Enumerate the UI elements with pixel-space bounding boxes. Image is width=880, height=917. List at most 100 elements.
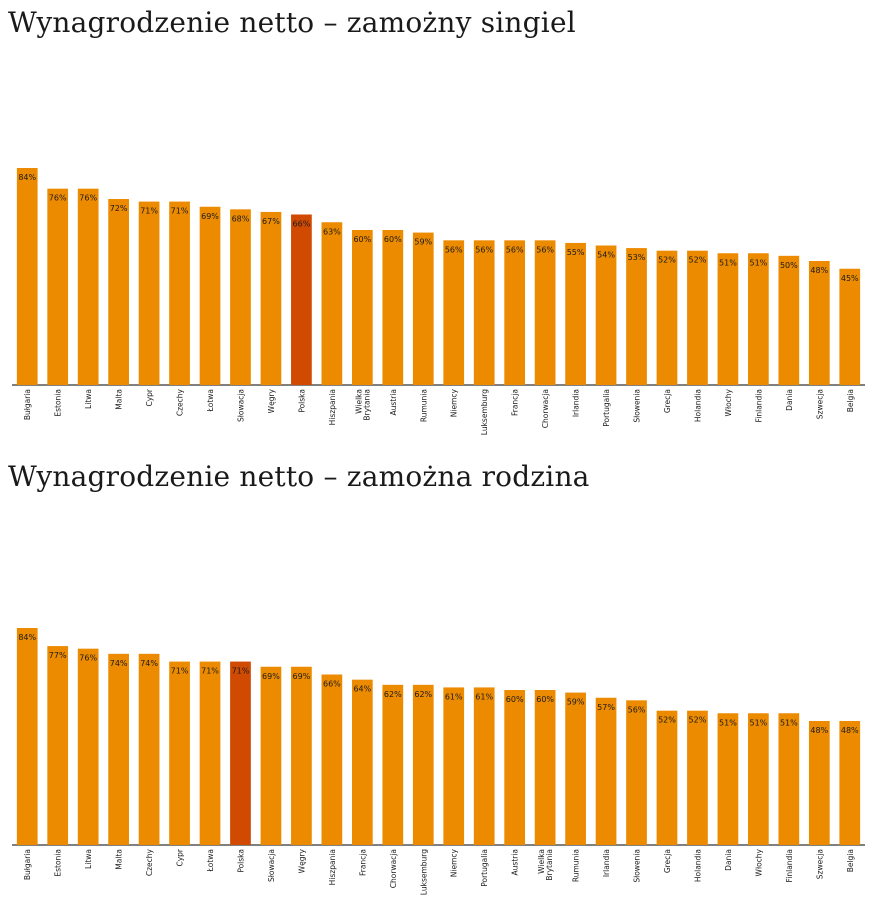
bar-chart-family: 84% Bułgaria 77% Estonia 76% Litwa 74% Malta 74%…	[12, 628, 865, 895]
value-label: 60%	[506, 695, 524, 704]
value-label: 66%	[293, 220, 311, 229]
category-label: Hiszpania	[328, 389, 337, 425]
category-label: Belgia	[846, 389, 855, 412]
category-label: Litwa	[84, 849, 93, 869]
value-label: 52%	[689, 716, 707, 725]
value-label: 56%	[475, 245, 493, 254]
bar-wegry	[260, 211, 282, 385]
value-label: 76%	[49, 194, 67, 203]
bar-slowenia	[626, 248, 647, 385]
bar-szwecja	[808, 721, 830, 845]
category-label: Dania	[724, 849, 733, 871]
value-label: 59%	[414, 238, 432, 247]
value-label: 67%	[262, 217, 280, 226]
bar-malta	[108, 199, 129, 385]
category-label: Estonia	[54, 389, 63, 417]
value-label: 48%	[810, 726, 828, 735]
category-label: WielkaBrytania	[537, 849, 554, 881]
category-label: Finlandia	[754, 389, 763, 422]
value-label: 69%	[201, 212, 219, 221]
bar-wielka-brytania	[351, 230, 373, 385]
value-label: 56%	[536, 245, 554, 254]
bar-francja	[504, 240, 526, 385]
bar-finlandia	[748, 253, 769, 385]
bar-polska	[291, 214, 312, 385]
category-label: Chorwacja	[541, 389, 550, 428]
bar-bulgaria	[16, 628, 38, 845]
category-label: Słowacja	[267, 849, 276, 882]
category-label: Belgia	[846, 849, 855, 872]
category-label: Polska	[236, 849, 245, 873]
category-label: Irlandia	[572, 389, 581, 417]
category-label: Francja	[358, 849, 367, 876]
category-label: Finlandia	[785, 849, 794, 882]
bar-hiszpania	[321, 222, 343, 385]
bar-wegry	[291, 666, 312, 845]
category-label: Szwecja	[815, 849, 824, 879]
value-label: 48%	[810, 266, 828, 275]
value-label: 62%	[384, 690, 402, 699]
category-label: Irlandia	[602, 849, 611, 877]
bar-malta	[108, 653, 129, 845]
category-label: Cypr	[176, 848, 185, 866]
category-label: Włochy	[754, 848, 763, 876]
value-label: 56%	[506, 245, 524, 254]
value-label: 69%	[293, 672, 311, 681]
value-label: 66%	[323, 680, 341, 689]
category-label: Grecja	[663, 389, 672, 413]
bar-slowacja	[260, 666, 282, 845]
bar-rumunia	[412, 232, 434, 385]
value-label: 51%	[749, 258, 767, 267]
category-label: Niemcy	[450, 848, 459, 877]
value-label: 59%	[567, 698, 585, 707]
value-label: 54%	[597, 251, 615, 260]
value-label: 61%	[445, 692, 463, 701]
value-label: 74%	[140, 659, 158, 668]
value-label: 72%	[110, 204, 128, 213]
value-label: 71%	[171, 667, 189, 676]
category-label: Holandia	[693, 849, 702, 882]
value-label: 61%	[475, 692, 493, 701]
category-label: Słowenia	[633, 389, 642, 423]
value-label: 74%	[110, 659, 128, 668]
value-label: 63%	[323, 227, 341, 236]
value-label: 52%	[658, 256, 676, 265]
value-label: 64%	[353, 685, 371, 694]
bar-wielka-brytania	[534, 690, 556, 845]
bar-dania	[717, 713, 739, 845]
category-label: Luksemburg	[419, 849, 428, 895]
value-label: 56%	[445, 245, 463, 254]
bar-rumunia	[565, 692, 586, 845]
bar-grecja	[656, 250, 678, 385]
category-label: Węgry	[267, 388, 276, 413]
category-label: Portugalia	[602, 389, 611, 427]
bar-belgia	[839, 721, 861, 845]
bar-dania	[778, 255, 800, 385]
category-label: Słowacja	[236, 389, 245, 422]
category-label: Włochy	[724, 388, 733, 416]
value-label: 56%	[628, 705, 646, 714]
bar-irlandia	[595, 697, 617, 845]
category-label: Czechy	[176, 388, 185, 416]
category-label: Holandia	[693, 389, 702, 422]
category-label: Luksemburg	[480, 389, 489, 435]
bar-hiszpania	[321, 674, 343, 845]
chart-title-family: Wynagrodzenie netto – zamożna rodzina	[8, 460, 590, 493]
value-label: 77%	[49, 651, 67, 660]
value-label: 51%	[780, 718, 798, 727]
category-label: Słowenia	[633, 849, 642, 883]
value-label: 84%	[18, 633, 36, 642]
value-label: 71%	[171, 207, 189, 216]
category-label: Litwa	[84, 389, 93, 409]
category-label: Węgry	[297, 848, 306, 873]
bar-estonia	[47, 188, 69, 385]
bar-finlandia	[778, 713, 800, 845]
bar-czechy	[169, 201, 190, 385]
category-label: Polska	[297, 389, 306, 413]
bar-bulgaria	[16, 168, 38, 385]
value-label: 60%	[353, 235, 371, 244]
value-label: 62%	[414, 690, 432, 699]
bar-estonia	[47, 646, 69, 845]
bar-portugalia	[595, 245, 617, 385]
value-label: 55%	[567, 248, 585, 257]
